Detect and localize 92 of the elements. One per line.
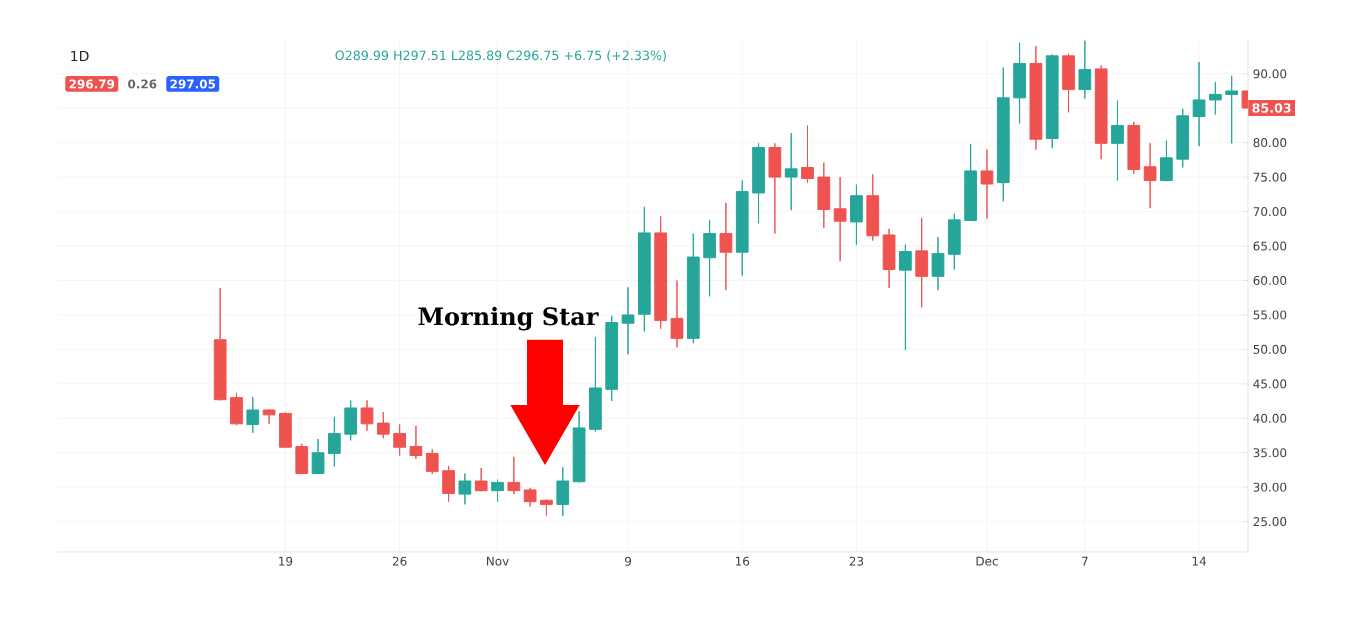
candlestick <box>703 219 716 297</box>
candlestick <box>899 244 912 351</box>
candlestick <box>491 479 504 503</box>
candlestick <box>768 142 782 235</box>
candlestick <box>980 149 994 219</box>
candlestick <box>1160 140 1173 182</box>
candlestick <box>393 424 406 457</box>
candlestick <box>1208 81 1222 115</box>
candlestick <box>605 315 619 402</box>
x-tick-label: 19 <box>279 556 293 566</box>
candlestick <box>376 411 390 439</box>
x-tick-label: 9 <box>624 556 632 566</box>
candlestick <box>719 202 733 291</box>
candlestick <box>458 472 472 505</box>
candlestick <box>882 228 896 289</box>
candlestick <box>311 438 325 475</box>
y-tick-label: 75.00 <box>1253 172 1287 182</box>
candlestick <box>1111 100 1124 182</box>
y-tick-label: 55.00 <box>1253 310 1287 320</box>
candlestick <box>279 411 292 448</box>
candlestick <box>1192 61 1206 147</box>
candlestick <box>295 443 309 475</box>
candlestick <box>1029 45 1043 151</box>
y-tick-label: 80.00 <box>1253 138 1287 148</box>
candlestick <box>752 142 765 224</box>
candlestick <box>637 206 651 332</box>
candlestick <box>833 176 847 262</box>
annotation: Morning Star <box>418 306 599 331</box>
candlestick <box>801 124 814 184</box>
candlestick <box>1094 64 1108 160</box>
candlestick <box>442 465 455 503</box>
y-tick-label: 30.00 <box>1253 482 1287 492</box>
x-tick-label: Dec <box>976 556 998 566</box>
y-tick-label: 90.00 <box>1253 69 1287 79</box>
candlestick <box>540 499 553 516</box>
candlestick <box>360 399 374 432</box>
y-tick-label: 70.00 <box>1253 207 1287 217</box>
candlestick <box>850 184 863 246</box>
candlestick <box>556 466 570 517</box>
candlestick <box>996 67 1010 202</box>
candlestick <box>686 233 700 344</box>
candlestick <box>474 467 488 492</box>
candlestick <box>589 336 602 432</box>
candlestick <box>409 425 423 460</box>
annotation: 0.26 <box>128 79 157 89</box>
candlestick <box>1078 40 1092 100</box>
candlestick <box>327 416 341 468</box>
x-tick-label: 23 <box>849 556 864 566</box>
candlestick <box>230 392 243 426</box>
candlestick <box>654 215 668 330</box>
candlestick <box>1176 108 1190 168</box>
text: 85.03 <box>1252 103 1291 113</box>
candlestick <box>931 236 945 291</box>
candlestick <box>344 399 358 441</box>
x-tick-label: 7 <box>1082 556 1088 566</box>
candlestick <box>621 286 635 355</box>
candlestick <box>1143 142 1157 209</box>
candlestick <box>213 287 227 401</box>
candlestick <box>246 396 260 434</box>
candlestick <box>507 456 521 495</box>
candlestick <box>425 448 439 475</box>
annotation: O289.99 H297.51 L285.89 C296.75 +6.75 (+2.33%) <box>335 50 666 62</box>
x-tick-label: 16 <box>735 556 750 566</box>
candlestick <box>523 487 537 508</box>
candlestick <box>784 132 798 211</box>
x-tick-label: Nov <box>486 556 509 566</box>
candlestick <box>1225 75 1239 144</box>
candlestick <box>735 180 749 277</box>
y-tick-label: 65.00 <box>1253 241 1287 251</box>
candlestick <box>866 173 880 242</box>
candlestick <box>964 143 978 222</box>
y-tick-label: 40.00 <box>1253 413 1287 423</box>
candlestick <box>1127 121 1141 175</box>
candlestick <box>262 408 276 425</box>
x-tick-label: 14 <box>1192 556 1207 566</box>
y-tick-label: 25.00 <box>1253 517 1287 527</box>
y-tick-label: 35.00 <box>1253 448 1287 458</box>
y-tick-label: 50.00 <box>1253 344 1287 354</box>
candlestick <box>1013 42 1026 124</box>
candlestick <box>915 217 929 308</box>
annotation: 1D <box>71 50 89 62</box>
annotation: 297.05 <box>170 79 216 89</box>
annotation: 296.79 <box>69 79 115 89</box>
candlestick <box>947 213 961 270</box>
candlestick <box>817 162 831 229</box>
candlestick <box>670 279 684 348</box>
y-tick-label: 45.00 <box>1253 379 1287 389</box>
candlestick <box>1062 53 1075 113</box>
y-tick-label: 60.00 <box>1253 275 1287 286</box>
x-tick-label: 26 <box>392 556 407 566</box>
candlestick <box>572 410 586 483</box>
candlestick <box>1045 53 1059 149</box>
